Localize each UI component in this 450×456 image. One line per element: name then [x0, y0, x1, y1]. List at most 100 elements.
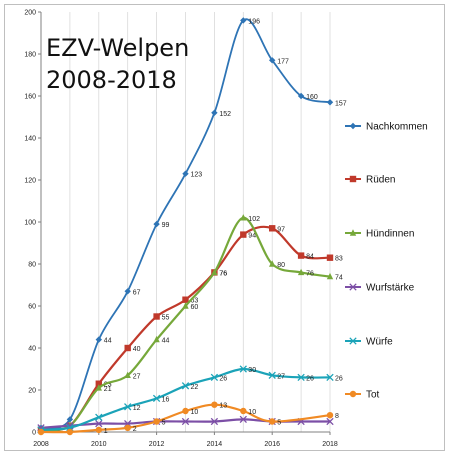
data-label: 152: [219, 111, 231, 118]
data-label: 1: [104, 428, 108, 435]
data-point: [210, 373, 219, 382]
data-point: [95, 426, 103, 434]
data-point: [239, 415, 247, 424]
data-point-stroke: [239, 365, 247, 373]
data-point: [326, 412, 334, 419]
y-tick-label: 0: [32, 430, 36, 437]
data-label: 10: [248, 409, 256, 416]
data-point-stroke: [181, 382, 190, 390]
y-tick-label: 100: [24, 220, 36, 227]
data-point: [349, 229, 357, 236]
data-point: [349, 122, 357, 130]
data-point: [181, 382, 190, 390]
data-point-stroke: [239, 415, 247, 424]
data-point: [326, 99, 334, 106]
data-point: [124, 371, 131, 378]
data-point: [211, 109, 218, 116]
data-point-stroke: [326, 417, 334, 426]
data-point-stroke: [326, 373, 334, 382]
y-tick-label: 160: [24, 94, 36, 101]
data-label: 12: [133, 405, 141, 412]
data-label: 76: [219, 270, 227, 277]
data-point-stroke: [210, 373, 219, 382]
y-tick-label: 140: [24, 136, 36, 143]
data-point: [95, 336, 102, 343]
data-point: [182, 302, 189, 309]
data-label: 99: [162, 222, 170, 229]
data-point: [95, 380, 102, 387]
data-point: [326, 373, 334, 382]
x-tick-label: 2010: [91, 441, 107, 448]
data-label: 26: [306, 375, 314, 382]
y-tick-label: 120: [24, 178, 36, 185]
legend-item-wurfst-rke: Wurfstärke: [345, 283, 415, 294]
data-label: 44: [162, 338, 170, 345]
data-point: [240, 17, 247, 24]
data-point: [211, 401, 218, 408]
data-point: [349, 283, 357, 291]
data-label: 8: [335, 413, 339, 420]
data-point-stroke: [95, 413, 103, 421]
data-point: [152, 394, 161, 403]
data-point: [95, 419, 103, 428]
legend-item-r-den: Rüden: [345, 175, 395, 186]
data-label: 21: [104, 386, 112, 393]
legend-item-w-rfe: Würfe: [345, 337, 393, 348]
data-point: [124, 288, 131, 295]
data-label: 67: [133, 289, 141, 296]
data-point: [297, 252, 305, 259]
data-point-stroke: [297, 373, 305, 382]
data-label: 16: [162, 396, 170, 403]
data-label: 157: [335, 100, 347, 107]
x-tick-label: 2018: [322, 441, 338, 448]
x-tick-label: 2008: [33, 441, 49, 448]
data-label: 102: [248, 216, 260, 223]
data-point: [349, 337, 357, 345]
data-label: 74: [335, 275, 343, 282]
data-point-stroke: [152, 394, 161, 403]
data-label: 26: [335, 375, 343, 382]
data-point: [269, 418, 276, 425]
chart-legend: Nachkommen Rüden Hündinnen Wurfstärke Würfe T…: [345, 122, 428, 401]
chart-title-line-1: EZV-Welpen: [46, 34, 189, 62]
data-point: [182, 170, 189, 177]
data-point: [297, 92, 305, 100]
data-point: [326, 272, 334, 280]
data-label: 40: [133, 346, 141, 353]
data-point: [37, 428, 45, 436]
y-tick-label: 80: [28, 262, 36, 269]
data-point: [153, 313, 160, 320]
data-label: 22: [191, 384, 199, 391]
y-tick-label: 20: [28, 388, 36, 395]
data-point: [269, 260, 276, 267]
data-point-stroke: [181, 417, 190, 426]
chart-title-line-2: 2008-2018: [46, 66, 177, 94]
data-point: [349, 390, 357, 398]
data-label: 55: [162, 315, 170, 322]
data-label: 97: [277, 226, 285, 233]
data-point: [153, 418, 160, 425]
data-label: 76: [219, 270, 227, 277]
data-point: [124, 424, 131, 431]
data-label: 123: [191, 172, 203, 179]
data-point-stroke: [210, 417, 219, 426]
data-label: 26: [219, 375, 227, 382]
data-point-stroke: [268, 371, 276, 379]
data-point-stroke: [95, 419, 103, 428]
data-point-stroke: [349, 283, 357, 291]
data-label: 60: [191, 304, 199, 311]
x-tick-label: 2012: [149, 441, 165, 448]
data-label: 13: [219, 403, 227, 410]
legend-label: Würfe: [366, 337, 393, 348]
legend-item-tot: Tot: [345, 390, 380, 401]
data-label: 196: [248, 18, 260, 25]
data-point-stroke: [124, 403, 132, 411]
data-label: 10: [191, 409, 199, 416]
data-point: [95, 384, 102, 391]
data-point: [182, 296, 189, 303]
chart-series: 4467991231521961771601572340556376949784…: [37, 17, 347, 436]
